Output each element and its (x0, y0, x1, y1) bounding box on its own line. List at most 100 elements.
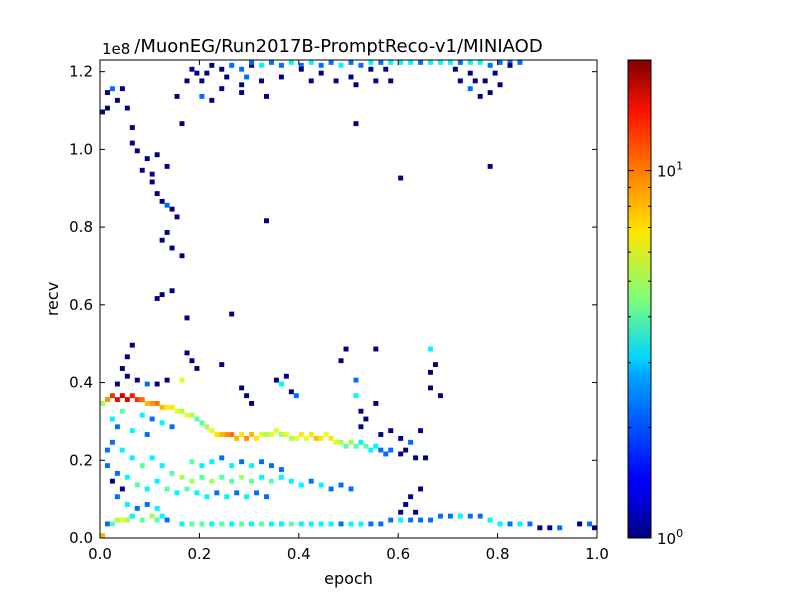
chart-title: /MuonEG/Run2017B-PromptReco-v1/MINIAOD (134, 36, 542, 57)
heatmap-cell (268, 521, 274, 527)
heatmap-cell (363, 416, 369, 422)
heatmap-cell (219, 455, 225, 461)
heatmap-cell (124, 373, 130, 379)
heatmap-cell (234, 490, 240, 496)
heatmap-cell (104, 105, 110, 111)
heatmap-cell (353, 82, 359, 88)
heatmap-cell (104, 397, 110, 402)
heatmap-cell (249, 521, 255, 527)
heatmap-cell (229, 62, 235, 68)
heatmap-cell (318, 62, 324, 68)
heatmap-cell (124, 397, 130, 402)
heatmap-cell (418, 428, 424, 434)
heatmap-cell (432, 362, 438, 368)
heatmap-cell (149, 171, 155, 177)
heatmap-cell (224, 74, 230, 80)
heatmap-cell (358, 408, 364, 414)
heatmap-cell (194, 416, 200, 422)
heatmap-cell (298, 521, 304, 527)
y-tick-label: 0.2 (69, 451, 93, 469)
heatmap-cell (338, 482, 344, 488)
plot-frame (99, 59, 598, 539)
heatmap-cell (418, 486, 424, 492)
heatmap-cell (278, 62, 284, 68)
x-axis: 0.0 0.2 0.4 0.6 0.8 1.0 (88, 60, 609, 563)
heatmap-cell (388, 517, 394, 523)
heatmap-cell (154, 505, 160, 511)
colorbar-tick-exponent: 0 (676, 527, 683, 540)
heatmap-cell (149, 455, 155, 461)
heatmap-cell (129, 455, 135, 461)
heatmap-cell (114, 517, 120, 523)
heatmap-cell (378, 521, 384, 527)
heatmap-cell (184, 486, 190, 492)
heatmap-cell (398, 435, 404, 441)
heatmap-cell (587, 521, 593, 527)
heatmap-cell (373, 401, 379, 406)
heatmap-cell (403, 447, 409, 453)
heatmap-cell (184, 412, 190, 418)
heatmap-cell (378, 60, 384, 65)
colorbar-tick-base: 10 (657, 163, 676, 181)
x-axis-label: epoch (324, 569, 373, 588)
heatmap-cell (408, 439, 414, 445)
colorbar-tick-base: 10 (657, 530, 676, 548)
heatmap-cell (507, 62, 513, 68)
heatmap-cell (119, 447, 125, 453)
heatmap-cell (428, 346, 433, 352)
heatmap-cell (239, 459, 245, 465)
heatmap-cell (134, 397, 140, 402)
heatmap-cell (358, 521, 364, 527)
heatmap-cell (149, 513, 155, 519)
heatmap-cell (249, 401, 255, 406)
heatmap-cell (308, 432, 314, 437)
heatmap-cell (144, 381, 150, 387)
heatmap-cell (428, 369, 433, 375)
heatmap-cell (169, 404, 175, 410)
heatmap-cell (408, 517, 414, 523)
heatmap-cell (437, 393, 443, 399)
heatmap-cell (278, 467, 284, 472)
heatmap-cell (249, 432, 255, 437)
heatmap-cell (154, 401, 160, 406)
heatmap-cell (268, 463, 274, 469)
heatmap-cell (249, 463, 255, 469)
heatmap-cell (249, 62, 255, 68)
heatmap-cell (219, 86, 225, 92)
heatmap-cell (378, 447, 384, 453)
heatmap-cell (278, 521, 284, 527)
heatmap-cell (179, 408, 185, 414)
heatmap-cell (209, 428, 215, 434)
heatmap-cell (437, 60, 443, 65)
heatmap-cell (457, 513, 463, 519)
heatmap-cell (592, 525, 597, 531)
heatmap-cell (104, 463, 110, 469)
heatmap-cell (348, 439, 354, 445)
heatmap-cell (264, 432, 269, 437)
heatmap-cell (154, 381, 160, 387)
heatmap-cell (144, 401, 150, 406)
heatmap-cell (124, 474, 130, 480)
heatmap-cell (199, 463, 205, 469)
heatmap-cell (174, 408, 180, 414)
x-tick-label: 0.6 (386, 545, 410, 563)
heatmap-cell (333, 78, 339, 84)
heatmap-cell (164, 230, 170, 235)
heatmap-cell (288, 60, 294, 65)
heatmap-cell (114, 97, 120, 103)
heatmap-cell (353, 443, 359, 449)
heatmap-cell (119, 517, 125, 523)
heatmap-cell (139, 517, 145, 523)
heatmap-cell (144, 432, 150, 437)
heatmap-cell (104, 90, 110, 95)
heatmap-cell (134, 148, 140, 154)
heatmap-cell (119, 486, 125, 492)
heatmap-cell (264, 218, 269, 224)
heatmap-cell (259, 521, 265, 527)
heatmap-cell (124, 517, 130, 523)
heatmap-cell (149, 179, 155, 185)
heatmap-cell (254, 435, 260, 441)
heatmap-cell (234, 435, 240, 441)
heatmap-cell (189, 459, 195, 465)
heatmap-cell (229, 521, 235, 527)
